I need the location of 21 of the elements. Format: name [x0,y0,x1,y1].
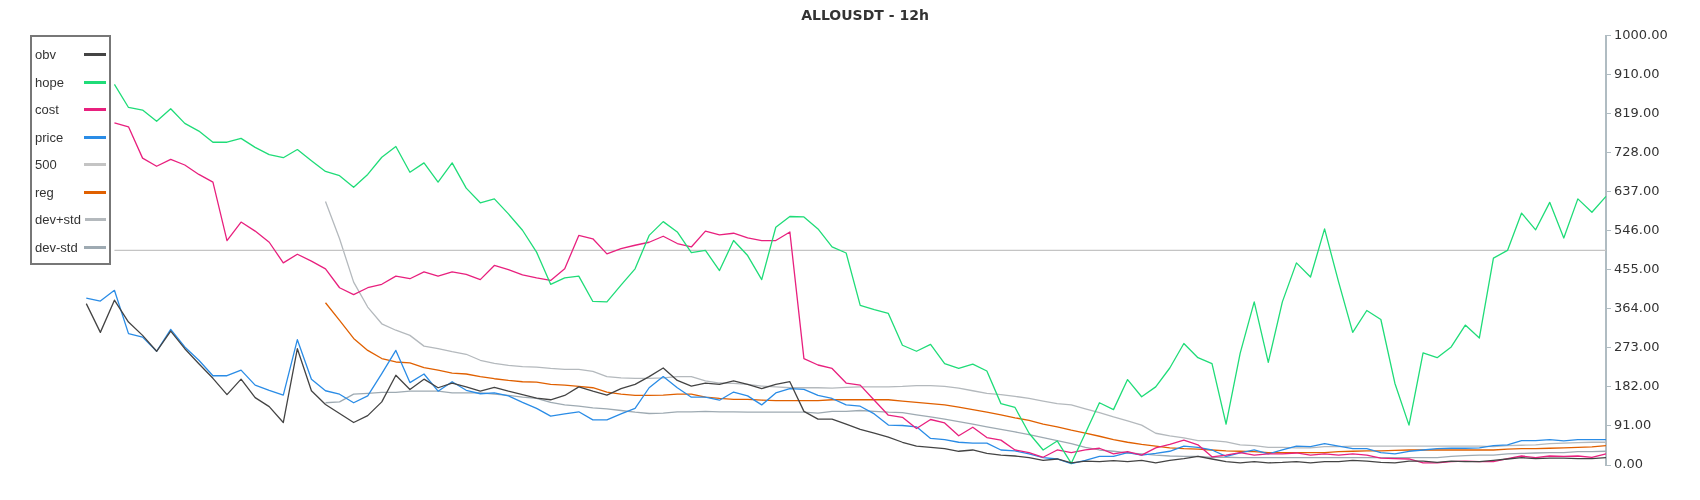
legend-label: hope [35,74,64,90]
y-tick-label: 819.00 [1614,104,1660,120]
y-tick-label: 910.00 [1614,65,1660,81]
legend-label: obv [35,47,56,63]
legend-label: price [35,129,64,145]
y-tick-label: 273.00 [1614,339,1660,355]
y-tick-label: 637.00 [1614,182,1660,198]
legend-label: 500 [35,157,57,173]
legend-label: cost [35,102,59,118]
legend-label: dev-std [35,239,78,255]
legend-label: reg [35,184,54,200]
y-tick-label: 91.00 [1614,417,1652,433]
y-tick-label: 364.00 [1614,300,1660,316]
y-tick-label: 728.00 [1614,143,1660,159]
y-tick-label: 1000.00 [1614,27,1668,43]
y-tick-label: 182.00 [1614,378,1660,394]
y-tick-label: 455.00 [1614,261,1660,277]
legend-label: dev+std [35,212,81,228]
y-tick-label: 546.00 [1614,222,1660,238]
chart-title: ALLOUSDT - 12h [801,7,929,24]
y-tick-label: 0.00 [1614,456,1643,472]
